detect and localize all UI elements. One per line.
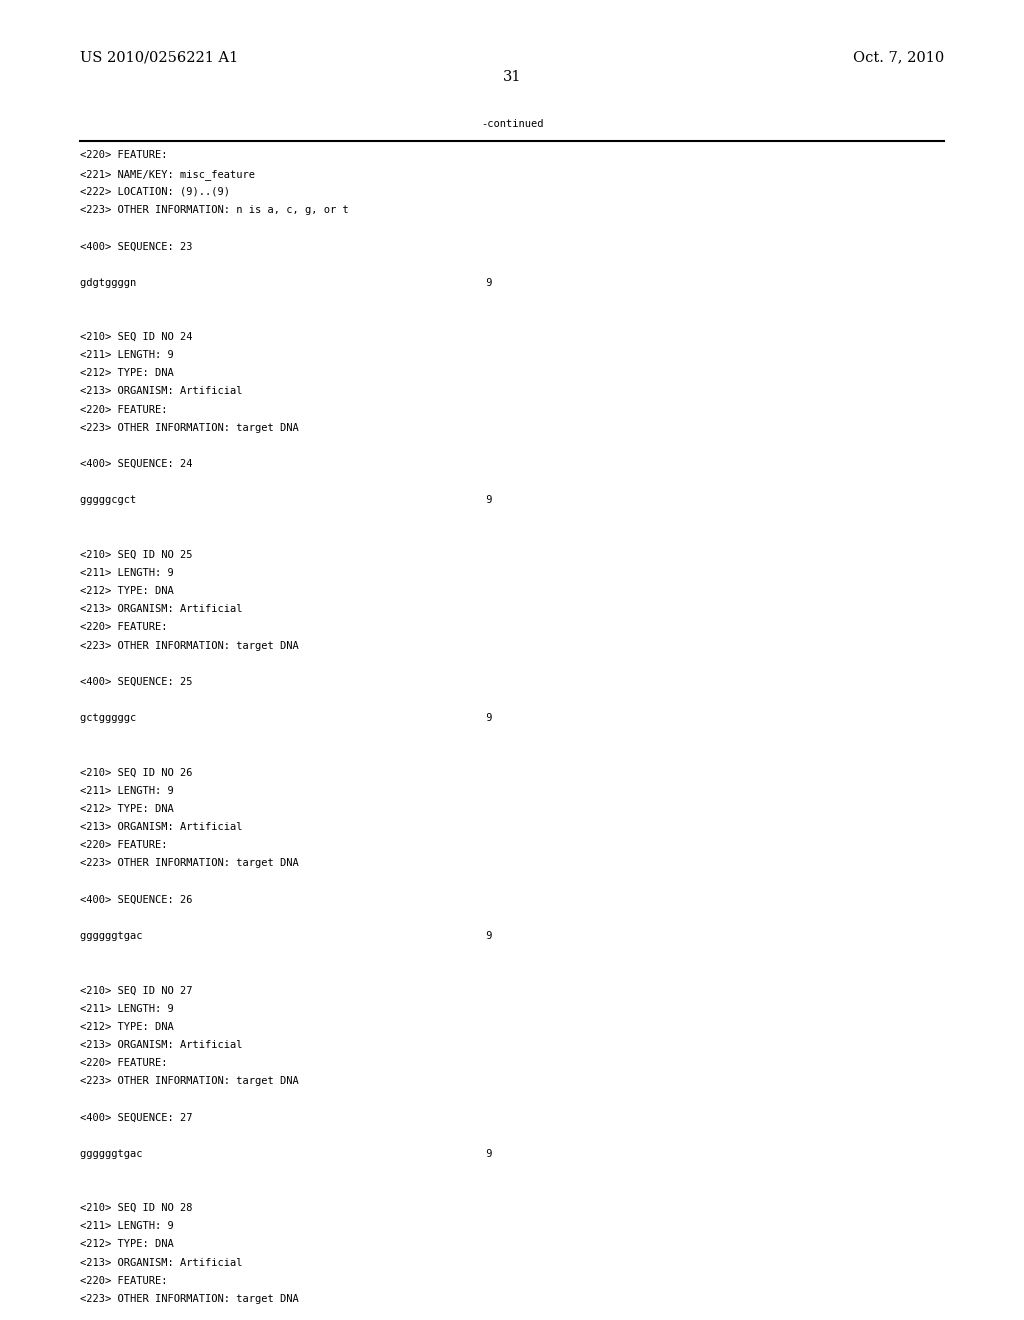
Text: <220> FEATURE:: <220> FEATURE: [80,840,167,850]
Text: <211> LENGTH: 9: <211> LENGTH: 9 [80,1221,174,1232]
Text: <212> TYPE: DNA: <212> TYPE: DNA [80,804,174,814]
Text: <213> ORGANISM: Artificial: <213> ORGANISM: Artificial [80,1258,243,1267]
Text: <223> OTHER INFORMATION: n is a, c, g, or t: <223> OTHER INFORMATION: n is a, c, g, o… [80,205,348,215]
Text: gggggcgct                                                        9: gggggcgct 9 [80,495,493,506]
Text: <210> SEQ ID NO 24: <210> SEQ ID NO 24 [80,333,193,342]
Text: <400> SEQUENCE: 25: <400> SEQUENCE: 25 [80,677,193,686]
Text: 31: 31 [503,70,521,84]
Text: <223> OTHER INFORMATION: target DNA: <223> OTHER INFORMATION: target DNA [80,858,299,869]
Text: <210> SEQ ID NO 27: <210> SEQ ID NO 27 [80,985,193,995]
Text: <211> LENGTH: 9: <211> LENGTH: 9 [80,785,174,796]
Text: <213> ORGANISM: Artificial: <213> ORGANISM: Artificial [80,387,243,396]
Text: <210> SEQ ID NO 26: <210> SEQ ID NO 26 [80,768,193,777]
Text: <212> TYPE: DNA: <212> TYPE: DNA [80,586,174,597]
Text: Oct. 7, 2010: Oct. 7, 2010 [853,50,944,65]
Text: <222> LOCATION: (9)..(9): <222> LOCATION: (9)..(9) [80,186,229,197]
Text: <223> OTHER INFORMATION: target DNA: <223> OTHER INFORMATION: target DNA [80,422,299,433]
Text: <400> SEQUENCE: 24: <400> SEQUENCE: 24 [80,459,193,469]
Text: <400> SEQUENCE: 26: <400> SEQUENCE: 26 [80,895,193,904]
Text: US 2010/0256221 A1: US 2010/0256221 A1 [80,50,239,65]
Text: <223> OTHER INFORMATION: target DNA: <223> OTHER INFORMATION: target DNA [80,1294,299,1304]
Text: <212> TYPE: DNA: <212> TYPE: DNA [80,1022,174,1032]
Text: <220> FEATURE:: <220> FEATURE: [80,404,167,414]
Text: <211> LENGTH: 9: <211> LENGTH: 9 [80,1003,174,1014]
Text: <400> SEQUENCE: 27: <400> SEQUENCE: 27 [80,1113,193,1122]
Text: ggggggtgac                                                       9: ggggggtgac 9 [80,931,493,941]
Text: -continued: -continued [480,119,544,129]
Text: ggggggtgac                                                       9: ggggggtgac 9 [80,1148,493,1159]
Text: <400> SEQUENCE: 23: <400> SEQUENCE: 23 [80,242,193,251]
Text: <210> SEQ ID NO 25: <210> SEQ ID NO 25 [80,549,193,560]
Text: <212> TYPE: DNA: <212> TYPE: DNA [80,368,174,379]
Text: <220> FEATURE:: <220> FEATURE: [80,623,167,632]
Text: <221> NAME/KEY: misc_feature: <221> NAME/KEY: misc_feature [80,169,255,180]
Text: <223> OTHER INFORMATION: target DNA: <223> OTHER INFORMATION: target DNA [80,1076,299,1086]
Text: <223> OTHER INFORMATION: target DNA: <223> OTHER INFORMATION: target DNA [80,640,299,651]
Text: <211> LENGTH: 9: <211> LENGTH: 9 [80,350,174,360]
Text: <213> ORGANISM: Artificial: <213> ORGANISM: Artificial [80,605,243,614]
Text: <211> LENGTH: 9: <211> LENGTH: 9 [80,568,174,578]
Text: gdgtggggn                                                        9: gdgtggggn 9 [80,277,493,288]
Text: <213> ORGANISM: Artificial: <213> ORGANISM: Artificial [80,822,243,832]
Text: <213> ORGANISM: Artificial: <213> ORGANISM: Artificial [80,1040,243,1049]
Text: <220> FEATURE:: <220> FEATURE: [80,1275,167,1286]
Text: <220> FEATURE:: <220> FEATURE: [80,1059,167,1068]
Text: gctgggggc                                                        9: gctgggggc 9 [80,713,493,723]
Text: <210> SEQ ID NO 28: <210> SEQ ID NO 28 [80,1204,193,1213]
Text: <212> TYPE: DNA: <212> TYPE: DNA [80,1239,174,1250]
Text: <220> FEATURE:: <220> FEATURE: [80,150,167,161]
